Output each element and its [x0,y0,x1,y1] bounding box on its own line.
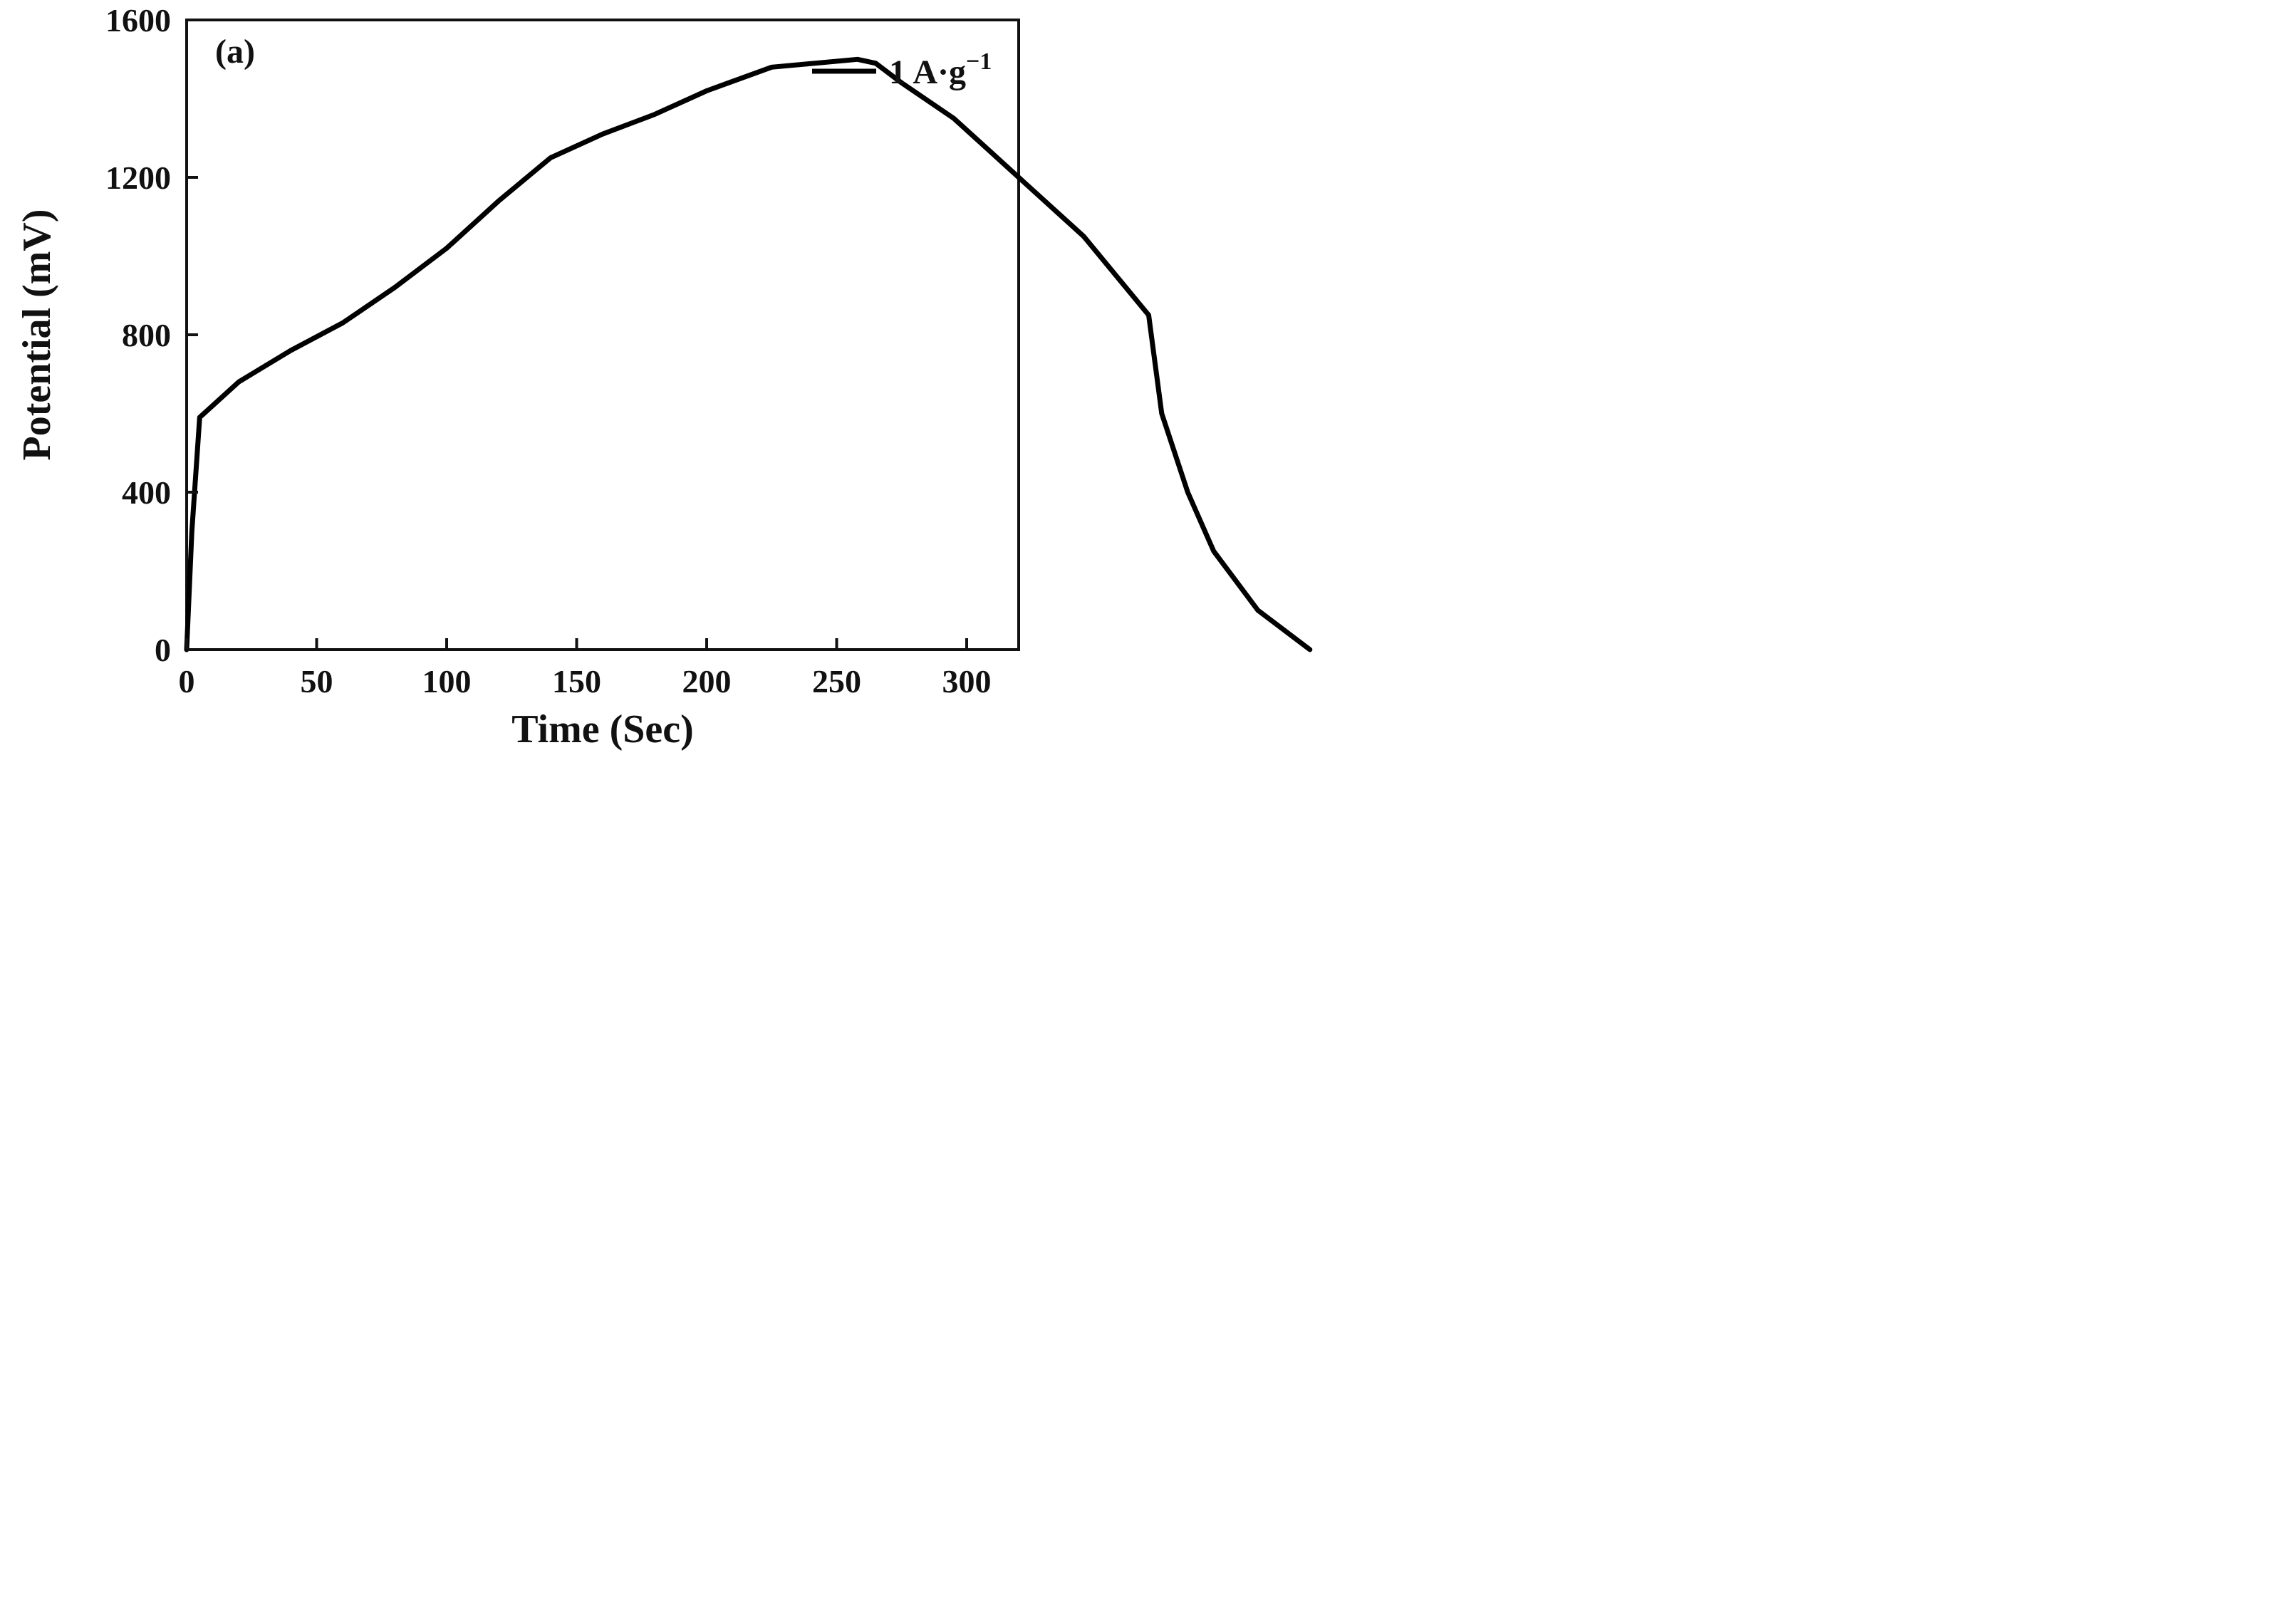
y-tick-label: 1600 [105,2,171,38]
plot-frame [185,19,1020,651]
legend: 1 A·g−1 [812,48,992,91]
y-tick-label: 400 [122,474,171,511]
y-tick-label: 0 [155,632,171,668]
x-tick-label: 250 [812,663,861,699]
y-axis-label: Potential (mV) [15,209,59,460]
x-tick-label: 50 [301,663,333,699]
series-line-0 [184,56,1313,652]
x-tick-label: 150 [552,663,601,699]
y-tick-label: 1200 [105,160,171,196]
x-axis-label: Time (Sec) [511,707,694,751]
legend-label-sup-0: −1 [966,48,992,75]
x-tick-label: 0 [179,663,195,699]
panel-label: (a) [215,33,255,71]
legend-label-0: 1 A·g−1 [889,48,992,91]
y-tick-label: 800 [122,317,171,353]
x-tick-label: 300 [942,663,992,699]
x-tick-label: 100 [422,663,472,699]
x-tick-label: 200 [682,663,732,699]
panel-a: (a) Time (Sec) Potential (mV) 0 50 100 150 200 2… [15,2,1313,751]
